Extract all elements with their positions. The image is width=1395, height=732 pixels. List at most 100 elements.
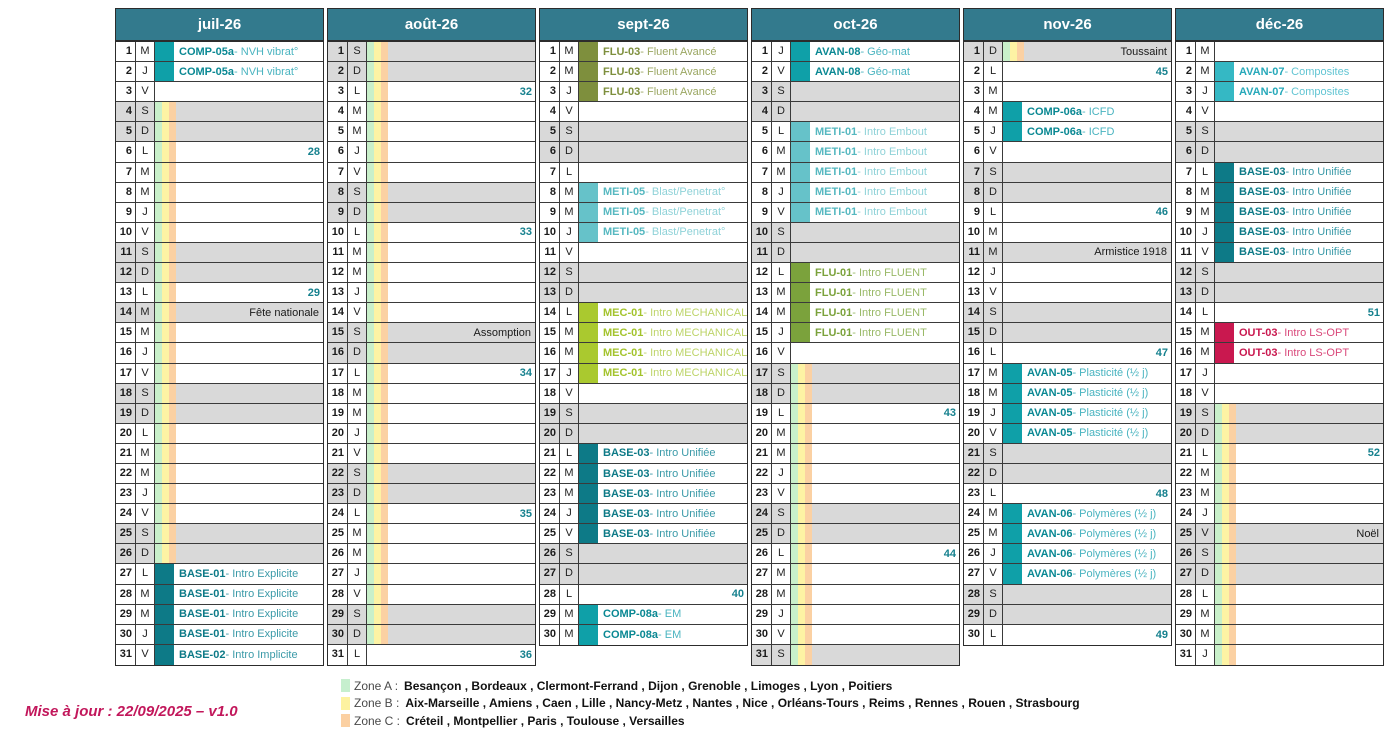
day-content-cell bbox=[791, 363, 959, 383]
day-letter: M bbox=[348, 383, 367, 403]
school-holiday-zone-strips bbox=[367, 202, 388, 222]
zone-b-cities: Aix-Marseille , Amiens , Caen , Lille , … bbox=[405, 696, 1080, 711]
day-number: 8 bbox=[540, 182, 560, 202]
zone-b-strip bbox=[162, 242, 169, 263]
month-header-label: sept-26 bbox=[539, 8, 748, 42]
course-description: - Polymères (½ j) bbox=[1072, 507, 1157, 520]
day-content-cell: FLU-01 - Intro FLUENT bbox=[791, 263, 959, 283]
day-row: 24 J BASE-03 - Intro Unifiée bbox=[540, 504, 747, 525]
day-content-cell: 33 bbox=[367, 222, 535, 242]
course-label: COMP-05a - NVH vibrat° bbox=[174, 62, 298, 81]
day-number: 22 bbox=[328, 463, 348, 484]
course-description: - Fluent Avancé bbox=[640, 85, 717, 98]
day-letter: M bbox=[348, 242, 367, 263]
day-row: 16 L 47 bbox=[964, 343, 1171, 364]
zone-a-strip bbox=[1215, 524, 1222, 544]
course-color-block bbox=[791, 62, 810, 82]
day-number: 27 bbox=[328, 564, 348, 584]
day-content-cell bbox=[579, 423, 747, 443]
day-number: 24 bbox=[328, 504, 348, 524]
day-number: 5 bbox=[964, 122, 984, 142]
course-description: - Intro Explicite bbox=[225, 588, 299, 601]
day-content-cell: 34 bbox=[367, 363, 535, 383]
course-description: - Intro Implicite bbox=[225, 648, 298, 661]
course-code: AVAN-08 bbox=[815, 45, 861, 58]
day-row: 30 J BASE-01 - Intro Explicite bbox=[116, 624, 323, 645]
zone-a-strip bbox=[155, 443, 162, 463]
zone-a-strip bbox=[367, 564, 374, 584]
day-row: 23 M bbox=[1176, 484, 1383, 505]
course-color-block bbox=[579, 303, 598, 323]
day-row: 10 M bbox=[964, 222, 1171, 243]
day-letter: M bbox=[1196, 182, 1215, 202]
school-holiday-zone-strips bbox=[1215, 423, 1236, 443]
day-row: 29 M bbox=[1176, 604, 1383, 625]
day-letter: L bbox=[772, 544, 791, 564]
course-label: BASE-03 - Intro Unifiée bbox=[1234, 223, 1352, 242]
day-number: 17 bbox=[116, 363, 136, 383]
course-code: MEC-01 bbox=[603, 306, 644, 319]
day-letter: L bbox=[1196, 584, 1215, 604]
zone-a-strip bbox=[367, 544, 374, 564]
day-row: 18 V bbox=[540, 383, 747, 404]
school-holiday-zone-strips bbox=[155, 363, 176, 383]
course-description: - Intro Embout bbox=[857, 206, 927, 219]
day-content-cell: AVAN-07 - Composites bbox=[1215, 82, 1383, 102]
day-number: 9 bbox=[540, 202, 560, 222]
day-number: 14 bbox=[964, 303, 984, 323]
day-row: 16 D bbox=[328, 343, 535, 364]
zone-a-strip bbox=[791, 423, 798, 443]
day-row: 12 L FLU-01 - Intro FLUENT bbox=[752, 263, 959, 284]
zone-legend: Zone A : Besançon , Bordeaux , Clermont-… bbox=[341, 677, 1080, 730]
day-content-cell bbox=[579, 142, 747, 162]
day-row: 23 D bbox=[328, 484, 535, 505]
zone-a-strip bbox=[367, 142, 374, 162]
course-label: FLU-01 - Intro FLUENT bbox=[810, 283, 927, 302]
zone-c-strip bbox=[805, 403, 812, 423]
month-header-label: nov-26 bbox=[963, 8, 1172, 42]
week-number: 45 bbox=[1155, 65, 1168, 78]
school-holiday-zone-strips bbox=[367, 62, 388, 82]
day-number: 17 bbox=[752, 363, 772, 383]
day-row: 7 L BASE-03 - Intro Unifiée bbox=[1176, 162, 1383, 183]
school-holiday-zone-strips bbox=[367, 403, 388, 423]
day-number: 28 bbox=[540, 584, 560, 604]
day-row: 27 L BASE-01 - Intro Explicite bbox=[116, 564, 323, 585]
day-row: 18 S bbox=[116, 383, 323, 404]
day-number: 3 bbox=[1176, 82, 1196, 102]
school-holiday-zone-strips bbox=[155, 142, 176, 162]
day-number: 21 bbox=[964, 443, 984, 463]
day-row: 14 V bbox=[328, 303, 535, 324]
zone-c-strip bbox=[1229, 584, 1236, 604]
day-number: 21 bbox=[752, 443, 772, 463]
day-row: 2 J COMP-05a - NVH vibrat° bbox=[116, 62, 323, 83]
day-row: 19 D bbox=[116, 403, 323, 424]
course-description: - Polymères (½ j) bbox=[1072, 527, 1157, 540]
zone-b-strip bbox=[162, 222, 169, 242]
day-content-cell bbox=[155, 343, 323, 363]
day-content-cell bbox=[367, 242, 535, 263]
school-holiday-zone-strips bbox=[1215, 544, 1236, 564]
school-holiday-zone-strips bbox=[791, 544, 812, 564]
day-content-cell bbox=[579, 243, 747, 262]
day-number: 7 bbox=[116, 162, 136, 182]
day-letter: L bbox=[1196, 443, 1215, 463]
zone-a-strip bbox=[1215, 564, 1222, 584]
day-letter: M bbox=[772, 162, 791, 182]
school-holiday-zone-strips bbox=[155, 423, 176, 443]
day-letter: V bbox=[984, 423, 1003, 443]
day-number: 3 bbox=[964, 82, 984, 102]
day-content-cell: OUT-03 - Intro LS-OPT bbox=[1215, 343, 1383, 363]
day-number: 10 bbox=[116, 222, 136, 242]
school-holiday-zone-strips bbox=[367, 564, 388, 584]
day-letter: D bbox=[772, 102, 791, 122]
day-row: 24 V bbox=[116, 504, 323, 525]
course-code: METI-01 bbox=[815, 186, 858, 199]
day-letter: V bbox=[348, 584, 367, 604]
school-holiday-zone-strips bbox=[791, 383, 812, 403]
course-description: - Intro Unifiée bbox=[1285, 186, 1352, 199]
course-description: - EM bbox=[658, 628, 682, 641]
day-content-cell bbox=[155, 263, 323, 283]
day-row: 17 L 34 bbox=[328, 363, 535, 384]
